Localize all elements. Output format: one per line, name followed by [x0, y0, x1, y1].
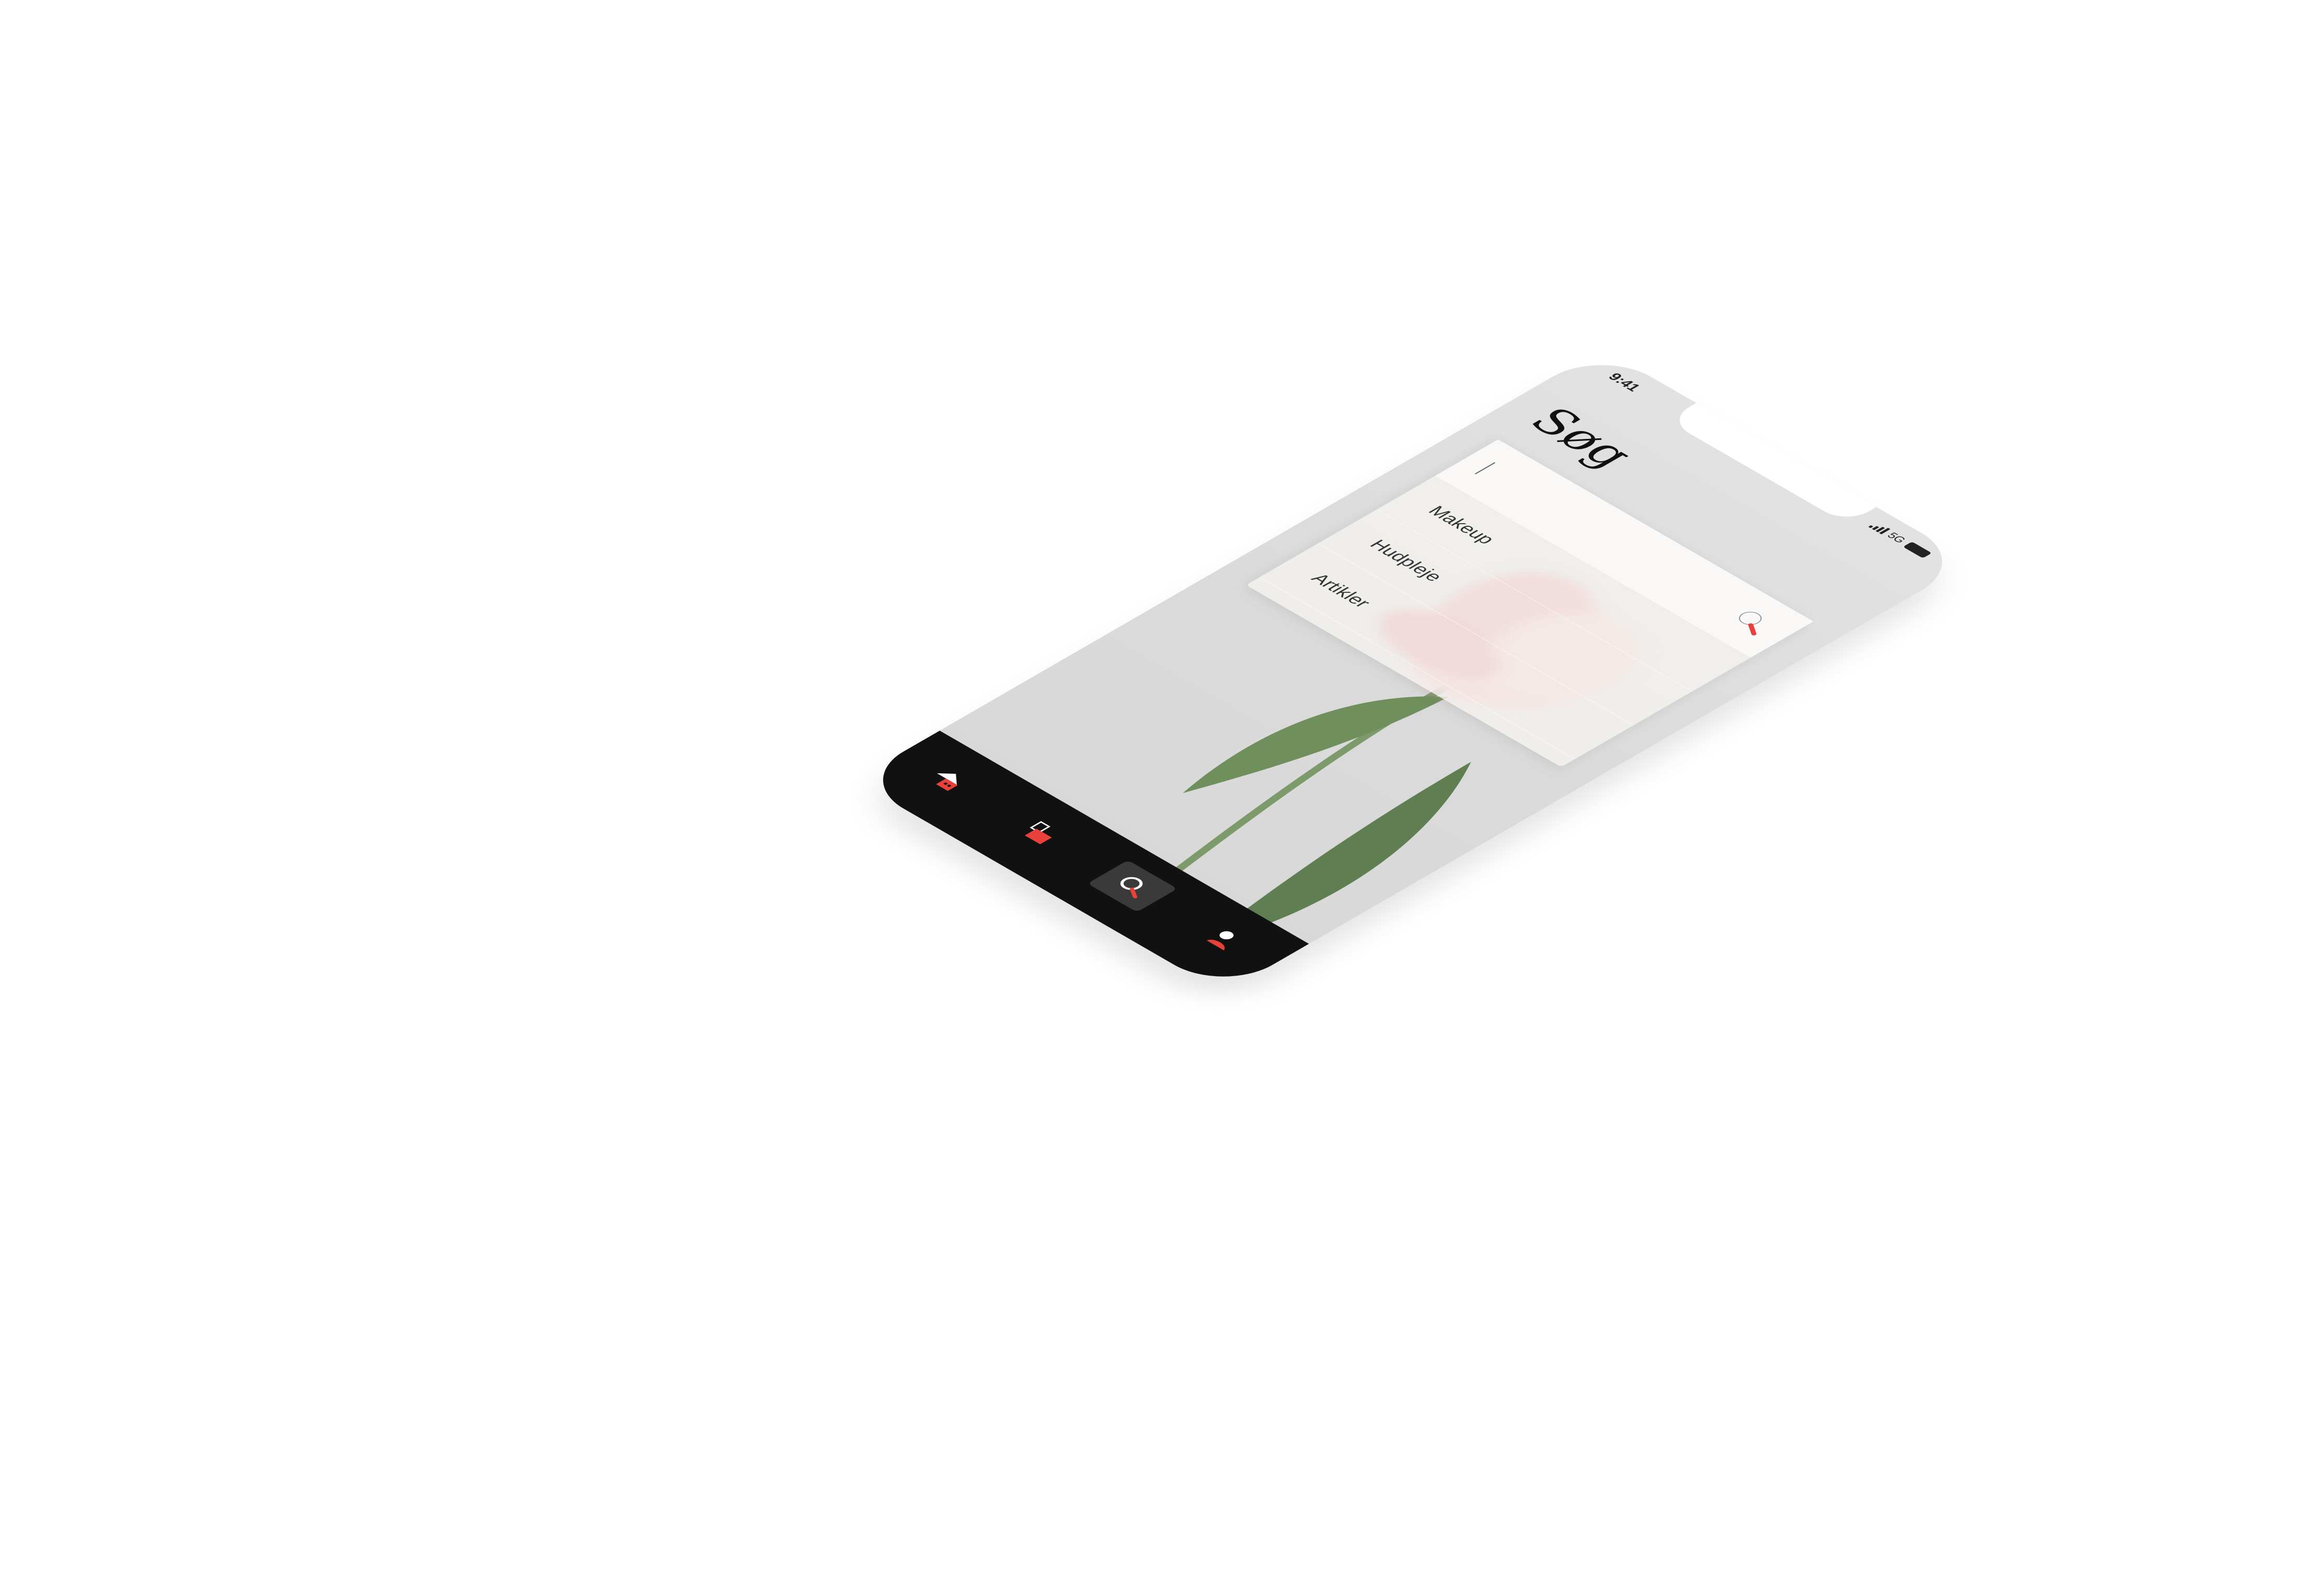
- app-screen: 9:41 5G Søg: [854, 348, 1971, 993]
- phone-body: 9:41 5G Søg: [854, 348, 1971, 993]
- status-indicators: 5G: [1867, 521, 1933, 559]
- tab-bar: [854, 731, 1309, 993]
- tab-search[interactable]: [1087, 860, 1177, 912]
- tab-profile[interactable]: [1179, 913, 1269, 965]
- search-button[interactable]: [1722, 605, 1780, 639]
- phone-mockup: 9:41 5G Søg: [849, 348, 1971, 1011]
- battery-icon: [1903, 541, 1932, 559]
- status-time: 9:41: [1605, 371, 1644, 394]
- category-label: Makeup: [1424, 502, 1500, 547]
- tab-home[interactable]: [903, 754, 993, 806]
- search-icon: [1120, 877, 1142, 899]
- text-cursor: [1474, 462, 1496, 474]
- search-panel: Makeup Hudpleje Artikler: [1245, 439, 1814, 767]
- signal-icon: [1868, 522, 1890, 535]
- network-label: 5G: [1884, 530, 1909, 545]
- notch: [1666, 402, 1878, 524]
- category-label: Artikler: [1307, 570, 1376, 611]
- search-icon: [1737, 611, 1763, 635]
- tab-shop[interactable]: [995, 807, 1085, 859]
- home-icon: [936, 773, 958, 791]
- profile-icon: [1206, 931, 1234, 951]
- search-input[interactable]: [1434, 439, 1814, 658]
- category-label: Hudpleje: [1365, 536, 1448, 585]
- shopping-bag-icon: [1024, 821, 1052, 845]
